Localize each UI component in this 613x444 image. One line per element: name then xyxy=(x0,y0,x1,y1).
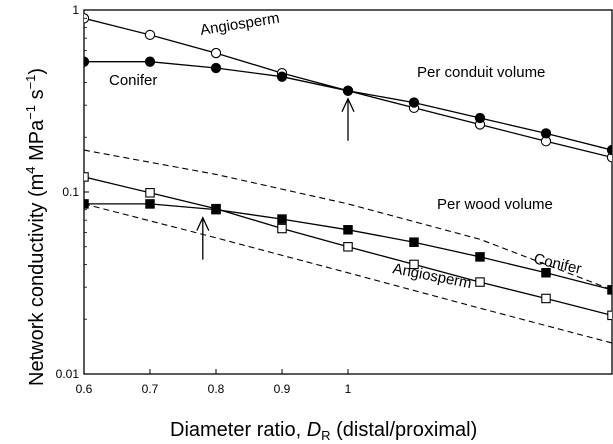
x-tick-label: 0.9 xyxy=(274,382,291,396)
data-point-angiosperm-per-wood xyxy=(475,277,485,287)
series-line-bound-per-wood-bound xyxy=(84,203,612,344)
data-point-conifer-per-wood xyxy=(541,268,551,278)
arrow-head xyxy=(196,216,210,231)
x-tick-label: 0.6 xyxy=(76,382,93,396)
series-line-bound-per-wood-bound xyxy=(84,149,612,291)
y-tick-label: 0.01 xyxy=(56,367,80,381)
x-tick-label: 1 xyxy=(345,382,352,396)
data-point-conifer-per-conduit xyxy=(144,56,156,67)
label-conifer-bottom: Conifer xyxy=(532,250,583,277)
data-point-conifer-per-wood xyxy=(277,214,287,224)
data-point-angiosperm-per-wood xyxy=(541,293,551,304)
data-point-conifer-per-wood xyxy=(409,237,419,247)
x-axis-title: Diameter ratio, DR (distal/proximal) xyxy=(170,419,477,443)
annotation-per-wood-volume: Per wood volume xyxy=(437,196,553,213)
y-axis-title-s: s xyxy=(26,89,48,105)
y-axis-title-mid: MPa xyxy=(26,119,48,167)
data-point-conifer-per-wood xyxy=(145,199,155,209)
label-angiosperm-top: Angiosperm xyxy=(199,10,281,39)
data-point-angiosperm-per-conduit xyxy=(144,29,156,41)
arrow-head xyxy=(341,97,355,113)
x-axis-title-main: Diameter ratio, xyxy=(170,419,307,441)
data-point-angiosperm-per-wood xyxy=(409,259,419,270)
x-axis-title-tail: (distal/proximal) xyxy=(331,419,478,441)
data-point-conifer-per-conduit xyxy=(276,71,288,82)
data-point-conifer-per-wood xyxy=(343,225,353,235)
label-conifer-top: Conifer xyxy=(109,72,157,89)
data-point-angiosperm-per-wood xyxy=(145,188,155,198)
y-axis-title-sup1: 4 xyxy=(23,166,38,173)
x-axis-title-sub: R xyxy=(321,428,330,443)
data-point-conifer-per-wood xyxy=(475,252,485,262)
ticks-layer: 0.6 0.7 0.8 0.9 1 1 0.1 0.01 xyxy=(56,3,352,396)
y-tick-label: 1 xyxy=(72,3,79,17)
x-tick-label: 0.7 xyxy=(142,382,159,396)
data-point-conifer-per-wood xyxy=(607,285,612,295)
series-layer xyxy=(84,13,612,344)
y-axis-title-sup3: −1 xyxy=(23,75,38,90)
data-point-conifer-per-conduit xyxy=(408,97,420,108)
data-point-conifer-per-conduit xyxy=(84,56,90,67)
arrow-layer xyxy=(196,97,355,260)
data-point-conifer-per-conduit xyxy=(474,112,486,124)
x-axis-title-var: D xyxy=(307,419,321,441)
annotation-per-conduit-volume: Per conduit volume xyxy=(417,64,545,81)
x-tick-label: 0.8 xyxy=(208,382,225,396)
y-axis-title-sup2: −1 xyxy=(23,105,38,120)
data-point-angiosperm-per-wood xyxy=(607,310,612,321)
data-point-conifer-per-wood xyxy=(211,204,221,215)
data-point-angiosperm-per-conduit xyxy=(210,47,222,59)
data-point-angiosperm-per-wood xyxy=(343,242,353,252)
data-point-conifer-per-conduit xyxy=(540,128,552,139)
data-point-conifer-per-conduit xyxy=(606,144,612,156)
data-point-conifer-per-conduit xyxy=(210,62,222,74)
data-point-angiosperm-per-wood xyxy=(277,223,287,234)
y-axis-title: Network conductivity (m4 MPa−1 s−1) xyxy=(23,68,48,386)
data-point-conifer-per-conduit xyxy=(342,85,354,96)
y-tick-label: 0.1 xyxy=(62,185,79,199)
data-point-angiosperm-per-wood xyxy=(84,172,89,182)
y-axis-title-close: ) xyxy=(26,68,48,75)
y-axis-title-main: Network conductivity (m xyxy=(26,174,48,386)
